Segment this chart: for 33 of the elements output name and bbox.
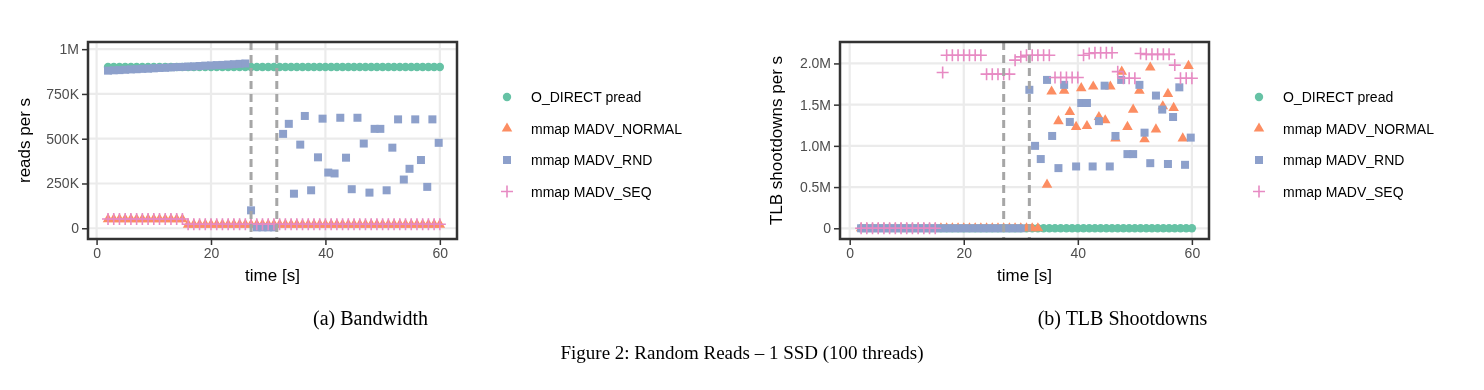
- legend-label: mmap MADV_RND: [531, 152, 653, 168]
- legend-label: mmap MADV_NORMAL: [531, 120, 683, 137]
- x-tick-label: 20: [203, 244, 220, 261]
- y-tick-label: 0.5M: [799, 179, 831, 196]
- legend-label: mmap MADV_NORMAL: [1283, 120, 1435, 137]
- legend-label: mmap MADV_SEQ: [531, 183, 652, 200]
- x-tick-label: 60: [432, 244, 449, 261]
- y-tick-label: 750K: [46, 85, 80, 102]
- legend-label: O_DIRECT pread: [1283, 89, 1394, 105]
- x-axis-title: time [s]: [245, 266, 300, 285]
- y-axis-title: reads per s: [15, 97, 34, 184]
- x-tick-label: 0: [846, 244, 855, 261]
- x-axis-title: time [s]: [997, 266, 1052, 285]
- x-tick-label: 40: [318, 244, 334, 261]
- text: (b) TLB Shootdowns: [1037, 307, 1208, 330]
- y-tick-label: 250K: [46, 175, 80, 192]
- legend-label: mmap MADV_RND: [1283, 152, 1405, 168]
- legend-label: O_DIRECT pread: [531, 89, 642, 105]
- caption: Figure 2: Random Reads – 1 SSD (100 threads): [559, 342, 925, 364]
- y-tick-label: 1.5M: [799, 96, 831, 113]
- y-tick-label: 0: [823, 220, 832, 237]
- x-tick-label: 20: [956, 244, 973, 261]
- x-tick-label: 60: [1184, 244, 1201, 261]
- y-axis-title: TLB shootdowns per s: [767, 55, 786, 226]
- x-tick-label: 40: [1070, 244, 1087, 261]
- x-tick-label: 0: [93, 244, 102, 261]
- y-tick-label: 500K: [46, 130, 80, 147]
- y-tick-label: 1M: [59, 41, 79, 58]
- legend-label: mmap MADV_SEQ: [1283, 183, 1404, 200]
- y-tick-label: 1.0M: [799, 137, 831, 154]
- text: (a) Bandwidth: [313, 307, 428, 330]
- y-tick-label: 0: [71, 220, 80, 237]
- y-tick-label: 2.0M: [799, 55, 831, 72]
